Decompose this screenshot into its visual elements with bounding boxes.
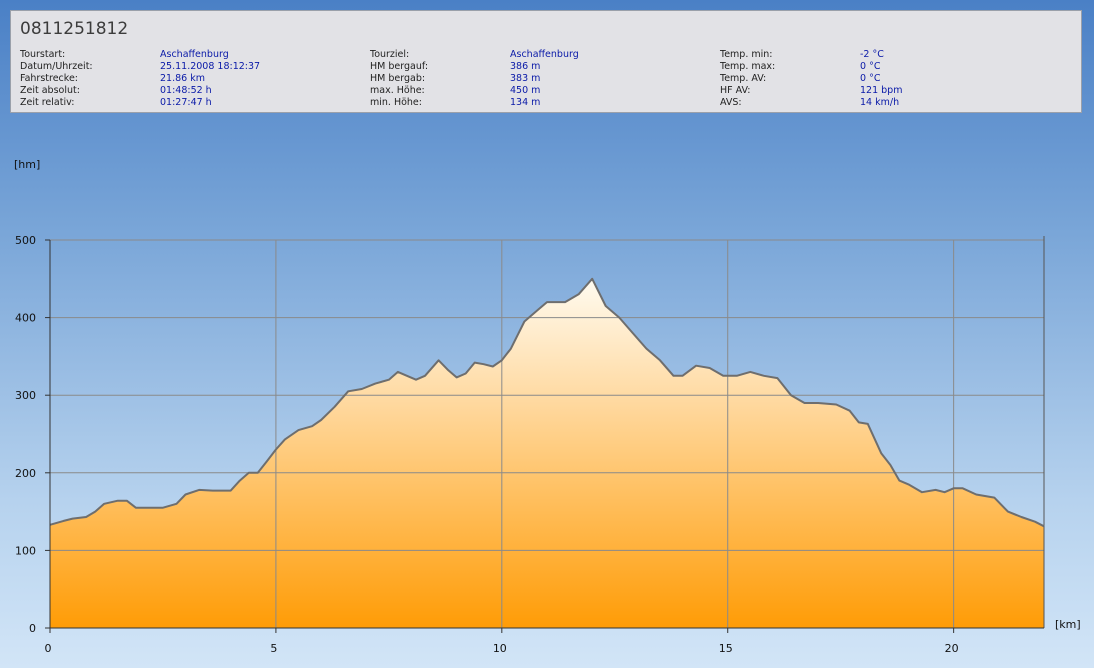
y-tick-label: 200 — [15, 467, 36, 480]
info-label: HF AV: — [720, 85, 751, 96]
info-value: 0 °C — [860, 61, 881, 72]
y-tick-label: 0 — [29, 622, 36, 635]
tour-info-panel: 0811251812 Tourstart: Aschaffenburg Datum/… — [10, 10, 1082, 113]
info-value: 0 °C — [860, 73, 881, 84]
info-value: 21.86 km — [160, 73, 205, 84]
y-tick-label: 400 — [15, 312, 36, 325]
info-value: 01:27:47 h — [160, 97, 212, 108]
info-value: 121 bpm — [860, 85, 903, 96]
x-tick-label: 0 — [45, 642, 52, 655]
x-tick-label: 10 — [493, 642, 507, 655]
info-label: Zeit absolut: — [20, 85, 80, 96]
info-label: AVS: — [720, 97, 742, 108]
info-label: Fahrstrecke: — [20, 73, 78, 84]
x-axis-title: [km] — [1055, 618, 1081, 631]
info-value: 383 m — [510, 73, 541, 84]
x-tick-label: 15 — [719, 642, 733, 655]
info-label: Temp. min: — [720, 49, 773, 60]
info-label: Temp. AV: — [720, 73, 767, 84]
x-tick-label: 5 — [270, 642, 277, 655]
info-label: Tourstart: — [20, 49, 66, 60]
info-label: Zeit relativ: — [20, 97, 75, 108]
y-axis-title: [hm] — [14, 158, 40, 171]
info-label: Temp. max: — [720, 61, 776, 72]
info-value: 25.11.2008 18:12:37 — [160, 61, 261, 72]
y-tick-label: 500 — [15, 234, 36, 247]
tour-title: 0811251812 — [20, 19, 129, 39]
elevation-area — [50, 278, 1044, 628]
info-value: 01:48:52 h — [160, 85, 212, 96]
info-value: 14 km/h — [860, 97, 900, 108]
info-label: HM bergab: — [370, 73, 426, 84]
y-tick-label: 300 — [15, 389, 36, 402]
info-value: -2 °C — [860, 49, 884, 60]
info-label: HM bergauf: — [370, 61, 429, 72]
x-tick-label: 20 — [945, 642, 959, 655]
info-value: 134 m — [510, 97, 541, 108]
info-label: Datum/Uhrzeit: — [20, 61, 93, 72]
info-value: Aschaffenburg — [510, 49, 579, 60]
info-value: 450 m — [510, 85, 541, 96]
y-tick-label: 100 — [15, 544, 36, 557]
info-label: Tourziel: — [370, 49, 410, 60]
plot-area: 0 100 200 300 400 500 0 5 10 15 20 — [15, 234, 1045, 655]
info-value: Aschaffenburg — [160, 49, 229, 60]
info-label: min. Höhe: — [370, 97, 422, 108]
info-label: max. Höhe: — [370, 85, 425, 96]
elevation-line — [49, 277, 1045, 528]
info-value: 386 m — [510, 61, 541, 72]
